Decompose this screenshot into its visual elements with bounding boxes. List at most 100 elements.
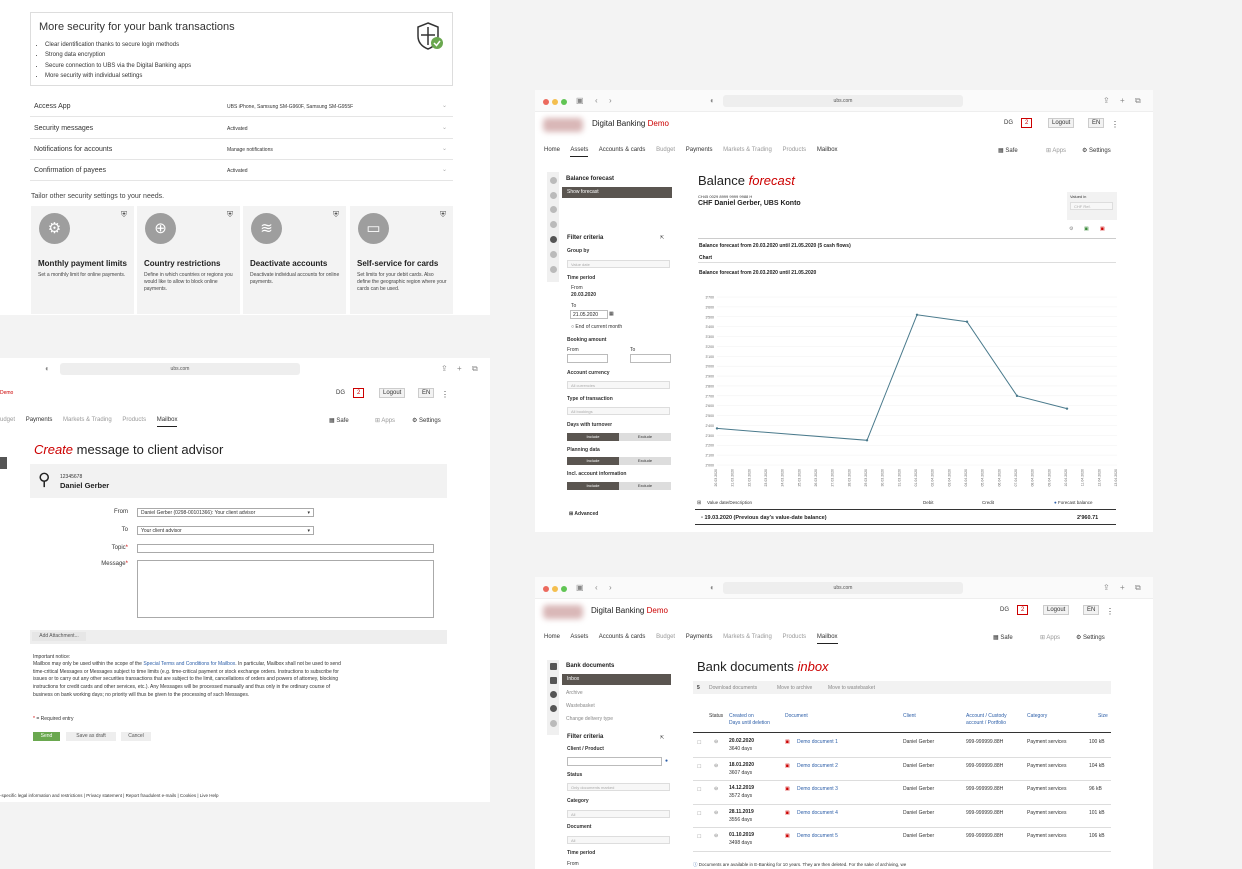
safe-link[interactable]: ▦ Safe [329, 418, 349, 424]
mail-side-icon[interactable] [550, 677, 557, 684]
new-tab-icon[interactable]: + [457, 364, 462, 373]
forward-icon[interactable]: › [609, 583, 612, 592]
tabs-icon[interactable]: ⧉ [1135, 583, 1141, 592]
th-created[interactable]: Created on [729, 713, 754, 719]
table-row[interactable]: ☐ ⊖ 14.12.2019 3572 days ▣ Demo document 3 Dan… [693, 781, 1111, 805]
nav-payments[interactable]: Payments [685, 147, 713, 153]
mail-count-badge[interactable]: 2 [1021, 118, 1033, 128]
new-tab-icon[interactable]: + [1120, 583, 1125, 592]
inbox-link[interactable]: Inbox [562, 674, 671, 685]
th-size[interactable]: Size [1098, 713, 1108, 719]
to-date-input[interactable]: 21.05.2020 [570, 310, 608, 319]
table-row[interactable]: ☐ ⊖ 20.02.2020 3640 days ▣ Demo document 1 Dan… [693, 734, 1111, 758]
nav-products[interactable]: Products [782, 634, 807, 640]
nav-markets[interactable]: Markets & Trading [63, 417, 112, 423]
th-days[interactable]: Days until deletion [729, 720, 770, 726]
sidebar-icon[interactable]: ▣ [576, 96, 584, 105]
type-select[interactable]: All bookings [567, 407, 670, 415]
download-button[interactable]: Download documents [709, 685, 758, 691]
close-dot[interactable] [543, 586, 549, 592]
nav-assets[interactable]: Assets [570, 634, 589, 640]
url-bar[interactable]: ubs.com [60, 363, 300, 375]
safe-link[interactable]: ▦ Safe [998, 148, 1018, 154]
wastebasket-button[interactable]: Move to wastebasket [828, 685, 875, 691]
language-button[interactable]: EN [418, 388, 435, 398]
more-icon[interactable]: ⋮ [1106, 607, 1114, 616]
logout-button[interactable]: Logout [1048, 118, 1075, 128]
incl-include[interactable]: Include [567, 482, 619, 490]
archive-button[interactable]: Move to archive [777, 685, 813, 691]
url-bar[interactable]: ubs.com [723, 582, 963, 594]
nav-products[interactable]: Products [122, 417, 147, 423]
mail-count-badge[interactable]: 2 [353, 388, 365, 398]
archive-link[interactable]: Archive [566, 690, 583, 696]
nav-budget[interactable]: Budget [656, 147, 676, 153]
back-icon[interactable]: ‹ [595, 96, 598, 105]
message-textarea[interactable] [137, 560, 434, 618]
th-account[interactable]: Account / Custody account / Portfolio [966, 713, 1007, 726]
footer-link[interactable]: Privacy statement [86, 793, 122, 798]
nav-budget[interactable]: udget [0, 417, 16, 423]
language-button[interactable]: EN [1083, 605, 1100, 615]
apps-link[interactable]: ⊞ Apps [1040, 635, 1061, 641]
notifications-row[interactable]: Notifications for accounts Manage notifi… [30, 139, 453, 160]
nav-markets[interactable]: Markets & Trading [723, 634, 772, 640]
avatar[interactable]: DG [336, 390, 345, 396]
side-icon[interactable] [550, 192, 557, 199]
document-link[interactable]: Demo document 5 [797, 833, 838, 839]
notify-side-icon[interactable] [550, 705, 557, 712]
th-status[interactable]: Status [709, 713, 724, 719]
settings-link[interactable]: ⚙ Settings [1082, 148, 1111, 154]
document-select[interactable]: All [567, 836, 670, 844]
side-icon[interactable] [550, 177, 557, 184]
more-icon[interactable]: ⋮ [441, 390, 449, 399]
nav-mailbox[interactable]: Mailbox [156, 417, 178, 427]
language-button[interactable]: EN [1088, 118, 1105, 128]
terms-link[interactable]: Special Terms and Conditions for Mailbox [143, 661, 236, 667]
cancel-button[interactable]: Cancel [121, 732, 151, 741]
valued-in-select[interactable]: CHF Ref. [1070, 202, 1113, 210]
excel-icon[interactable]: ▣ [1084, 226, 1089, 232]
avatar[interactable]: DG [1004, 120, 1013, 126]
logout-button[interactable]: Logout [1043, 605, 1070, 615]
nav-assets[interactable]: Assets [570, 147, 589, 157]
status-select[interactable]: Only documents marked [567, 783, 670, 791]
planning-include[interactable]: Include [567, 457, 619, 465]
settings-icon[interactable]: ⚙ [1069, 226, 1074, 232]
document-link[interactable]: Demo document 4 [797, 809, 838, 816]
card-monthly-limits[interactable]: ⚙ ⛨ Monthly payment limits Set a monthly… [31, 206, 134, 314]
info-icon[interactable]: ● [665, 758, 669, 764]
collapse-icon[interactable]: ⇱ [660, 735, 665, 741]
wastebasket-link[interactable]: Wastebasket [566, 703, 595, 709]
side-icon[interactable] [550, 206, 557, 213]
settings-link[interactable]: ⚙ Settings [1076, 635, 1105, 641]
expand-icon[interactable]: ⊞ [697, 500, 702, 506]
nav-payments[interactable]: Payments [25, 417, 53, 423]
settings-side-icon[interactable] [550, 720, 557, 727]
th-document[interactable]: Document [785, 713, 808, 719]
checkbox[interactable]: ☐ [697, 740, 702, 746]
booking-to-input[interactable] [630, 354, 671, 363]
safe-link[interactable]: ▦ Safe [993, 635, 1013, 641]
nav-home[interactable]: Home [544, 147, 561, 153]
confirmation-payees-row[interactable]: Confirmation of payees Activated ⌄ [30, 160, 453, 181]
from-select[interactable]: Daniel Gerber (0298-00101366): Your clie… [137, 508, 314, 517]
maximize-dot[interactable] [561, 586, 567, 592]
turnover-include[interactable]: Include [567, 433, 619, 441]
th-category[interactable]: Category [1027, 713, 1048, 719]
side-icon[interactable] [550, 221, 557, 228]
category-select[interactable]: All [567, 810, 670, 818]
mail-count-badge[interactable]: 2 [1017, 605, 1029, 615]
booking-from-input[interactable] [567, 354, 608, 363]
to-select[interactable]: Your client advisor ▾ [137, 526, 314, 535]
incl-exclude[interactable]: Exclude [619, 482, 671, 490]
nav-mailbox[interactable]: Mailbox [816, 147, 838, 153]
advanced-toggle[interactable]: ⊞ Advanced [569, 511, 599, 517]
share-icon[interactable]: ⇪ [1103, 96, 1110, 105]
access-app-row[interactable]: Access App UBS iPhone, Samsung SM-G960F,… [30, 96, 453, 117]
nav-markets[interactable]: Markets & Trading [723, 147, 772, 153]
more-icon[interactable]: ⋮ [1111, 120, 1119, 129]
footer-link[interactable]: Live Help [199, 793, 219, 798]
checkbox[interactable]: ☐ [697, 763, 702, 770]
table-row[interactable]: ☐ ⊖ 18.01.2020 3607 days ▣ Demo document 2 Dan… [693, 758, 1111, 781]
